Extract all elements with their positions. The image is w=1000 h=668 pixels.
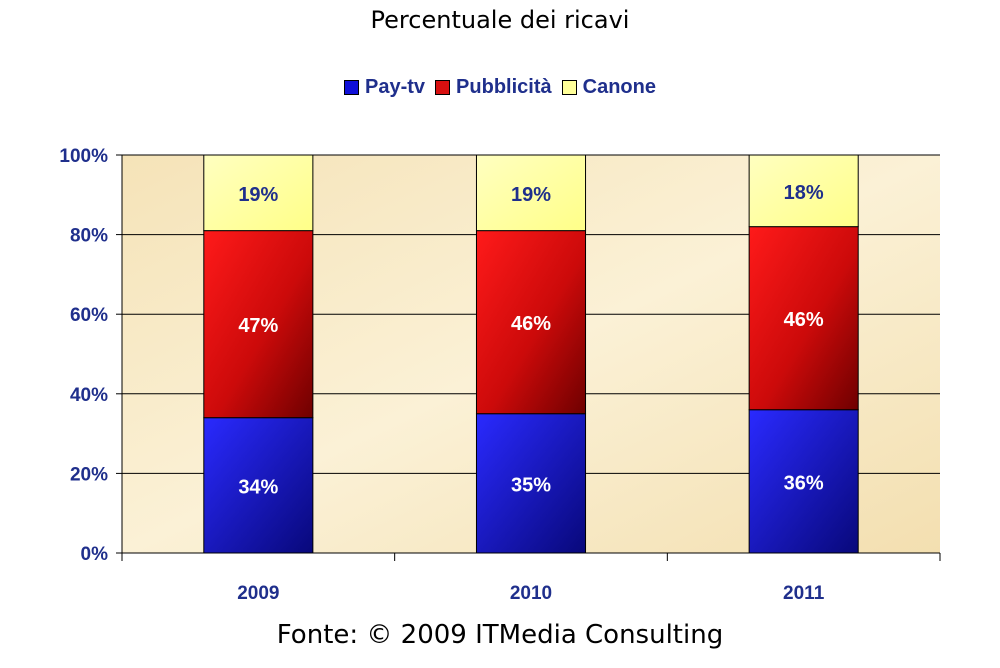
y-tick-label: 0% bbox=[81, 544, 109, 565]
y-tick-label: 100% bbox=[59, 146, 108, 167]
legend-label-pay-tv: Pay-tv bbox=[365, 76, 426, 98]
data-label: 36% bbox=[784, 472, 824, 494]
y-tick-label: 60% bbox=[70, 305, 108, 326]
x-tick-label: 2011 bbox=[783, 583, 825, 604]
x-tick-label: 2010 bbox=[510, 583, 552, 604]
legend-label-canone: Canone bbox=[582, 76, 656, 98]
data-label: 19% bbox=[511, 184, 551, 206]
chart-title: Percentuale dei ricavi bbox=[370, 6, 630, 34]
legend-label-pubblicita: Pubblicità bbox=[456, 76, 552, 98]
bar-canone-2010 bbox=[475, 154, 587, 232]
bar-pay-tv-2009 bbox=[203, 417, 314, 554]
legend-swatch-pay-tv bbox=[344, 80, 360, 95]
legend-swatch-pubblicita bbox=[435, 80, 451, 95]
legend-swatch-canone bbox=[561, 80, 577, 95]
bar-canone-2011 bbox=[748, 154, 859, 228]
bar-pubblicit--2010 bbox=[475, 230, 587, 415]
legend-item-pubblicita: Pubblicità bbox=[435, 76, 552, 99]
bar-pubblicit--2009 bbox=[203, 230, 314, 419]
data-label: 46% bbox=[511, 313, 551, 335]
y-tick-label: 20% bbox=[70, 464, 108, 485]
data-label: 19% bbox=[238, 184, 278, 206]
data-label: 47% bbox=[238, 315, 278, 337]
y-tick-label: 40% bbox=[70, 385, 108, 406]
bar-canone-2009 bbox=[203, 154, 314, 232]
legend-item-canone: Canone bbox=[561, 76, 656, 99]
data-label: 46% bbox=[784, 309, 824, 331]
legend: Pay-tv Pubblicità Canone bbox=[0, 76, 1000, 99]
y-tick-label: 80% bbox=[70, 226, 108, 247]
data-label: 35% bbox=[511, 474, 551, 496]
bar-pay-tv-2011 bbox=[748, 409, 859, 554]
data-label: 18% bbox=[784, 182, 824, 204]
x-tick-label: 2009 bbox=[237, 583, 279, 604]
source-caption: Fonte: © 2009 ITMedia Consulting bbox=[276, 620, 724, 650]
bar-pubblicit--2011 bbox=[748, 226, 859, 411]
data-label: 34% bbox=[238, 476, 278, 498]
legend-item-pay-tv: Pay-tv bbox=[344, 76, 425, 99]
bar-pay-tv-2010 bbox=[475, 413, 587, 554]
